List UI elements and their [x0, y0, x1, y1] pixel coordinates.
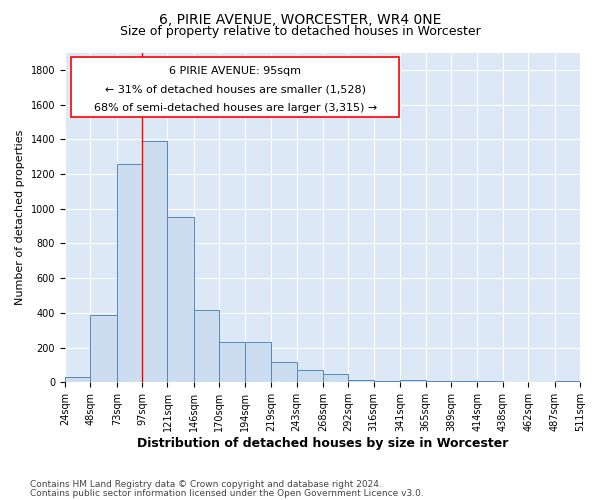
- FancyBboxPatch shape: [71, 57, 399, 116]
- Text: Contains HM Land Registry data © Crown copyright and database right 2024.: Contains HM Land Registry data © Crown c…: [30, 480, 382, 489]
- Text: 68% of semi-detached houses are larger (3,315) →: 68% of semi-detached houses are larger (…: [94, 103, 377, 113]
- Bar: [400, 380, 425, 382]
- Text: 6, PIRIE AVENUE, WORCESTER, WR4 0NE: 6, PIRIE AVENUE, WORCESTER, WR4 0NE: [159, 12, 441, 26]
- Bar: [323, 374, 349, 382]
- Bar: [554, 380, 580, 382]
- Bar: [65, 377, 90, 382]
- Bar: [374, 380, 400, 382]
- Bar: [349, 380, 374, 382]
- Bar: [167, 218, 194, 382]
- Bar: [117, 164, 142, 382]
- Bar: [90, 314, 117, 382]
- Bar: [194, 310, 220, 382]
- Bar: [425, 380, 451, 382]
- Bar: [451, 380, 478, 382]
- Bar: [296, 370, 323, 382]
- Bar: [142, 141, 167, 382]
- Bar: [271, 362, 296, 382]
- Text: 6 PIRIE AVENUE: 95sqm: 6 PIRIE AVENUE: 95sqm: [169, 66, 301, 76]
- Bar: [245, 342, 271, 382]
- Text: Contains public sector information licensed under the Open Government Licence v3: Contains public sector information licen…: [30, 489, 424, 498]
- Text: ← 31% of detached houses are smaller (1,528): ← 31% of detached houses are smaller (1,…: [104, 84, 365, 94]
- X-axis label: Distribution of detached houses by size in Worcester: Distribution of detached houses by size …: [137, 437, 508, 450]
- Bar: [478, 380, 503, 382]
- Bar: [220, 342, 245, 382]
- Text: Size of property relative to detached houses in Worcester: Size of property relative to detached ho…: [119, 25, 481, 38]
- Y-axis label: Number of detached properties: Number of detached properties: [15, 130, 25, 305]
